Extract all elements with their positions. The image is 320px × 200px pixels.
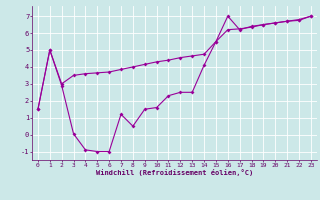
X-axis label: Windchill (Refroidissement éolien,°C): Windchill (Refroidissement éolien,°C) <box>96 169 253 176</box>
